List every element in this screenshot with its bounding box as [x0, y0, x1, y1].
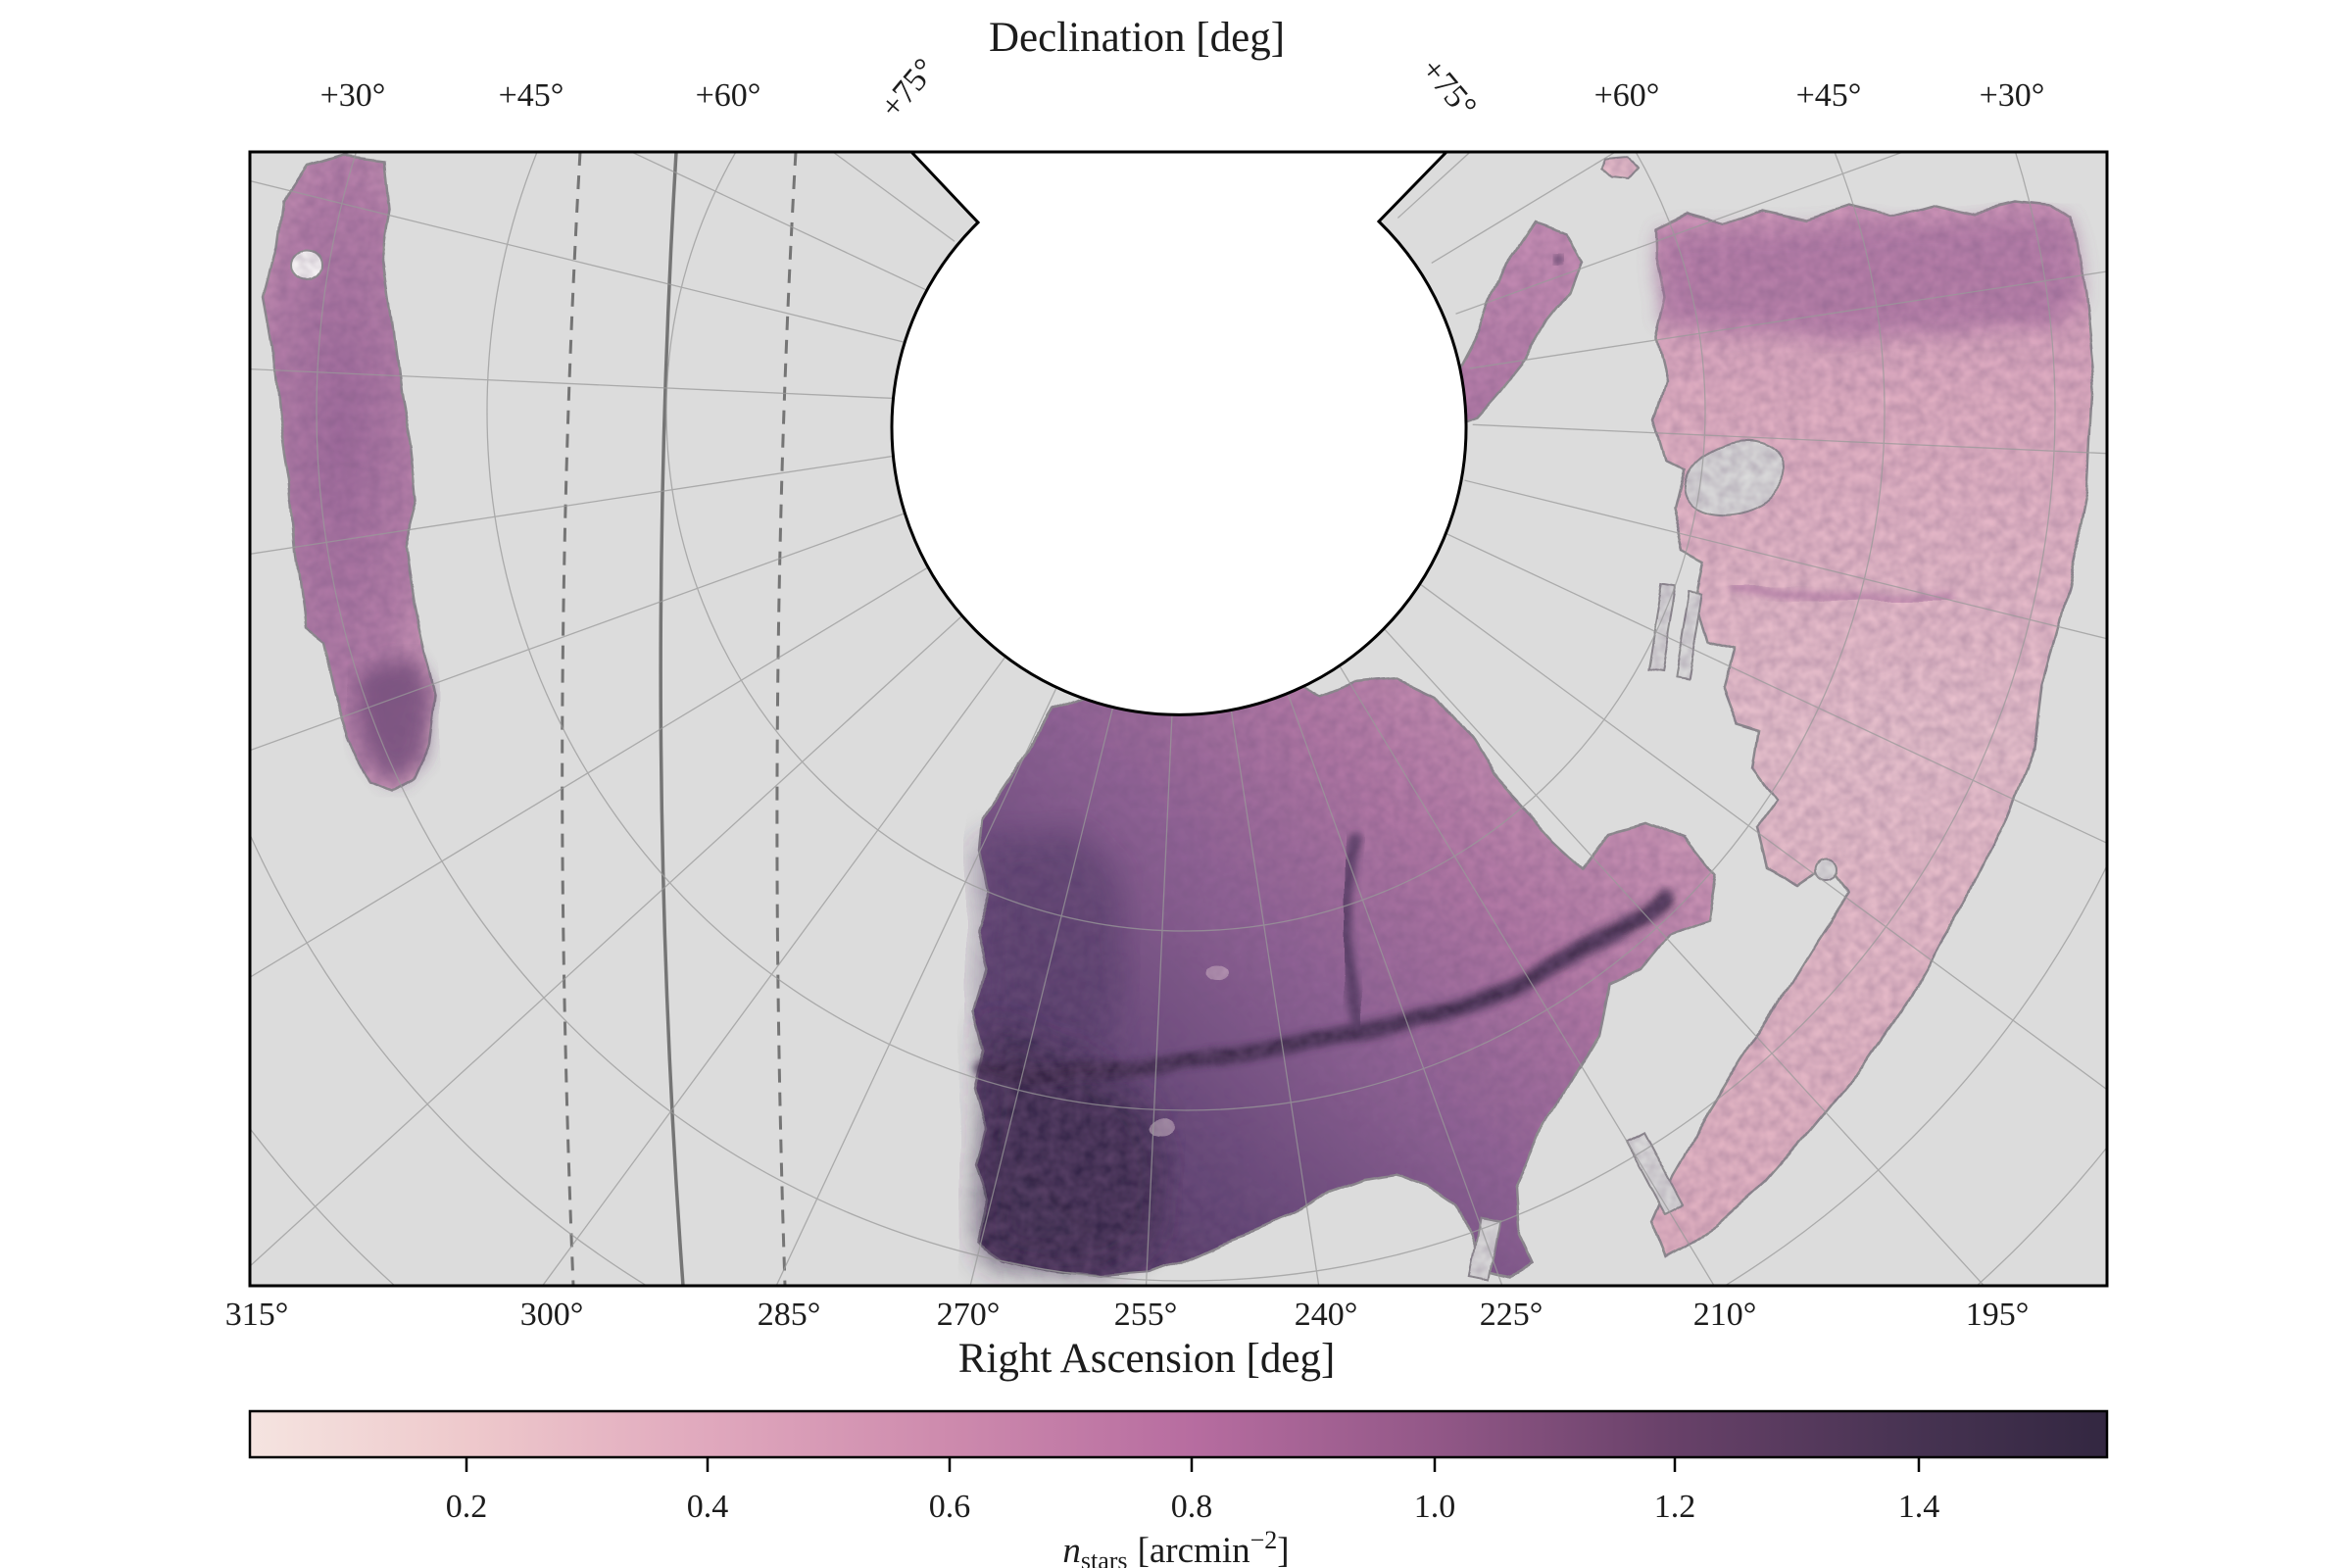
dec-tick-right-60: +60°	[1594, 77, 1660, 114]
field-polar-patch	[1447, 220, 1584, 424]
east-block-gap-bay	[1681, 439, 1787, 517]
dec-circle	[486, 152, 1886, 1111]
reference-line-dashed-east	[775, 152, 798, 1286]
field-west-stripe-dark-tip	[353, 657, 431, 784]
ra-meridian	[250, 368, 900, 400]
plot-border	[248, 150, 2109, 1288]
dec-tick-right-75: +75°	[1413, 52, 1483, 125]
colorbar-border	[248, 1409, 2109, 1459]
ra-tick-270: 270°	[937, 1297, 1001, 1333]
ra-meridian	[250, 179, 907, 344]
ra-meridian	[1283, 681, 1503, 1286]
ra-meridian	[1228, 695, 1320, 1286]
ra-meridian	[629, 152, 926, 291]
east-block-gap-slot3	[1624, 1127, 1685, 1215]
dec-tick-left-30: +30°	[320, 77, 386, 114]
reference-lines	[561, 152, 798, 1286]
central-block-pale-spot	[1148, 1120, 1175, 1138]
dec-circle	[665, 152, 1706, 932]
ra-meridian	[1307, 0, 1809, 152]
cb-tick-12: 1.2	[1654, 1489, 1696, 1525]
cb-label-close: ]	[1277, 1531, 1289, 1568]
colorbar-label: nstars [arcmin−2]	[1062, 1526, 1289, 1568]
ra-meridian	[1446, 532, 2107, 845]
cb-tick-04: 0.4	[687, 1489, 729, 1525]
ra-meridian	[775, 671, 1065, 1286]
cb-label-sup: −2	[1250, 1526, 1278, 1554]
dec-tick-left-75: +75°	[873, 52, 943, 125]
ra-tick-240: 240°	[1295, 1297, 1358, 1333]
cb-label-sub: stars	[1081, 1546, 1128, 1568]
field-west-stripe	[262, 155, 436, 791]
ra-meridian	[969, 690, 1118, 1286]
bottom-axis-title: Right Ascension [deg]	[958, 1336, 1336, 1382]
ra-meridian	[1472, 423, 2107, 455]
ra-meridian	[1416, 581, 2107, 1091]
east-block-gap-hole	[1815, 859, 1838, 883]
ra-tick-315: 315°	[225, 1297, 289, 1333]
ra-meridian	[1145, 698, 1174, 1286]
ra-tick-225: 225°	[1480, 1297, 1544, 1333]
cb-tick-02: 0.2	[446, 1489, 488, 1525]
cb-label-n: n	[1062, 1531, 1081, 1568]
east-block-dark-top-rim	[1658, 218, 2080, 339]
central-block-galactic-dark-band	[974, 890, 1674, 1081]
ra-meridian	[250, 509, 916, 752]
reference-line-dashed-west	[561, 152, 582, 1286]
polar-patch-dark-spot	[1552, 253, 1562, 263]
east-block-dark-streak	[1732, 581, 1957, 603]
ra-meridian	[1431, 152, 1617, 264]
colorbar	[250, 1411, 2107, 1457]
dec-circle	[316, 152, 2056, 1282]
cb-tick-06: 0.6	[929, 1489, 971, 1525]
ra-meridian	[1379, 622, 1985, 1286]
colorbar-tickmarks	[465, 1457, 1921, 1472]
ra-meridian	[1469, 270, 2107, 369]
ra-meridian	[250, 560, 941, 978]
cb-tick-14: 1.4	[1898, 1489, 1940, 1525]
cb-label-mid: [arcmin	[1138, 1531, 1250, 1568]
ra-meridian	[250, 454, 903, 555]
ra-tick-195: 195°	[1966, 1297, 2030, 1333]
dec-tick-right-30: +30°	[1980, 77, 2045, 114]
central-block-pale-spot2	[1206, 964, 1230, 980]
central-block-dark-vertical-lane	[1340, 829, 1368, 1030]
ra-tick-285: 285°	[758, 1297, 821, 1333]
survey-fields	[262, 155, 2095, 1281]
ra-tick-255: 255°	[1114, 1297, 1178, 1333]
ra-meridian	[1254, 0, 1538, 133]
ra-meridian	[1455, 152, 1905, 315]
field-polar-speck	[1599, 156, 1641, 181]
dec-tick-left-60: +60°	[696, 77, 761, 114]
east-block-gap-slot2	[1673, 590, 1704, 684]
ra-meridian	[541, 642, 1016, 1286]
polar-mask	[890, 150, 1468, 716]
reference-line-solid	[659, 152, 685, 1286]
cb-tick-08: 0.8	[1171, 1489, 1213, 1525]
dec-tick-right-45: +45°	[1796, 77, 1862, 114]
dec-tick-left-45: +45°	[499, 77, 564, 114]
ra-meridian	[1464, 479, 2107, 640]
ra-tick-210: 210°	[1693, 1297, 1757, 1333]
cb-tick-10: 1.0	[1414, 1489, 1456, 1525]
top-axis-title: Declination [deg]	[989, 15, 1285, 61]
east-block-gap-slot1	[1645, 582, 1677, 676]
ra-meridian	[250, 605, 975, 1267]
central-block-gap-slot	[1467, 1214, 1502, 1281]
west-stripe-masked-hole	[291, 251, 322, 282]
ra-meridian	[1334, 657, 1715, 1286]
ra-tick-300: 300°	[520, 1297, 584, 1333]
central-block-dark-corner	[978, 1019, 1166, 1274]
